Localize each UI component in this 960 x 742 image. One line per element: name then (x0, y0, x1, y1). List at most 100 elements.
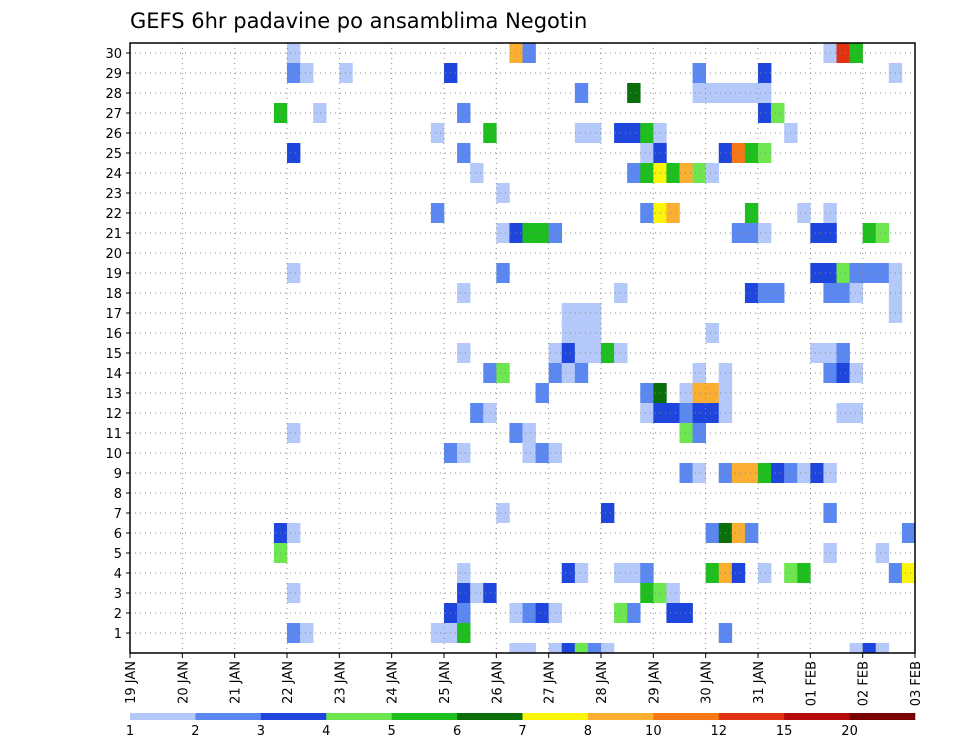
heatmap-cell (535, 603, 549, 623)
heatmap-cell (692, 363, 706, 383)
heatmap-cell (771, 103, 785, 123)
heatmap-cell (758, 103, 772, 123)
heatmap-cell (679, 403, 693, 423)
x-tick-label: 22 JAN (281, 661, 296, 704)
heatmap-cell (758, 143, 772, 163)
heatmap-cell (875, 643, 890, 653)
legend-swatch (260, 713, 327, 720)
heatmap-cell (705, 383, 720, 403)
legend-swatch (587, 713, 654, 720)
y-tick-label: 5 (114, 547, 122, 562)
heatmap-cell (744, 83, 759, 103)
heatmap-cells (273, 43, 916, 653)
heatmap-cell (836, 403, 850, 423)
y-tick-label: 19 (105, 267, 122, 282)
legend-label: 10 (645, 724, 662, 739)
heatmap-cell (535, 223, 549, 243)
heatmap-cell (287, 143, 301, 163)
heatmap-cell (287, 583, 301, 603)
grid-lines (130, 43, 915, 653)
heatmap-cell (758, 463, 772, 483)
heatmap-cell (509, 643, 523, 653)
x-tick-label: 30 JAN (700, 661, 715, 704)
heatmap-cell (287, 63, 301, 83)
y-tick-label: 10 (105, 447, 122, 462)
heatmap-cell (731, 223, 746, 243)
heatmap-cell (535, 383, 549, 403)
heatmap-cell (731, 563, 746, 583)
heatmap-cell (601, 343, 615, 363)
heatmap-cell (679, 383, 693, 403)
heatmap-cell (731, 83, 746, 103)
y-tick-label: 27 (105, 107, 122, 122)
heatmap-cell (287, 43, 301, 63)
y-tick-label: 24 (105, 167, 122, 182)
heatmap-cell (705, 163, 720, 183)
heatmap-cell (679, 163, 693, 183)
x-tick-label: 28 JAN (595, 661, 610, 704)
heatmap-cell (509, 603, 523, 623)
heatmap-cell (574, 83, 589, 103)
heatmap-cell (744, 143, 759, 163)
heatmap-cell (457, 343, 471, 363)
heatmap-cell (758, 563, 772, 583)
heatmap-cell (457, 603, 471, 623)
legend-label: 2 (191, 724, 199, 739)
legend-swatch (718, 713, 785, 720)
heatmap-cell (561, 343, 576, 363)
y-tick-label: 12 (105, 407, 122, 422)
heatmap-cell (836, 263, 850, 283)
heatmap-cell (640, 123, 654, 143)
heatmap-cell (875, 543, 890, 563)
heatmap-cell (679, 603, 693, 623)
heatmap-cell (574, 303, 589, 323)
heatmap-cell (548, 643, 563, 653)
heatmap-cell (287, 623, 301, 643)
heatmap-cell (640, 563, 654, 583)
heatmap-cell (640, 203, 654, 223)
y-tick-label: 9 (114, 467, 122, 482)
heatmap-cell (483, 403, 497, 423)
heatmap-cell (496, 263, 510, 283)
legend-label: 12 (710, 724, 727, 739)
y-tick-label: 1 (114, 627, 122, 642)
heatmap-cell (627, 123, 641, 143)
heatmap-cell (483, 583, 497, 603)
heatmap-cell (679, 463, 693, 483)
heatmap-cell (731, 143, 746, 163)
heatmap-cell (836, 343, 850, 363)
plot-frame (129, 42, 916, 654)
heatmap-cell (640, 383, 654, 403)
legend-label: 1 (126, 724, 134, 739)
heatmap-cell (666, 163, 680, 183)
y-tick-label: 30 (105, 47, 122, 62)
heatmap-cell (287, 423, 301, 443)
heatmap-cell (666, 203, 680, 223)
heatmap-cell (430, 123, 445, 143)
legend-swatch (391, 713, 458, 720)
heatmap-cell (287, 263, 301, 283)
y-tick-label: 3 (114, 587, 122, 602)
heatmap-cell (522, 443, 536, 463)
heatmap-cell (627, 563, 641, 583)
heatmap-cell (849, 643, 863, 653)
heatmap-cell (496, 183, 510, 203)
heatmap-cell (457, 443, 471, 463)
color-legend: 1 2 3 4 5 6 7 8 10 12 15 20 (126, 713, 916, 739)
x-tick-label: 21 JAN (229, 661, 244, 704)
heatmap-cell (849, 403, 863, 423)
y-tick-label: 26 (105, 127, 122, 142)
y-tick-label: 28 (105, 87, 122, 102)
heatmap-cell (587, 643, 602, 653)
heatmap-cell (496, 223, 510, 243)
heatmap-cell (457, 143, 471, 163)
y-tick-label: 7 (114, 507, 122, 522)
heatmap-cell (692, 403, 706, 423)
legend-label: 5 (388, 724, 396, 739)
heatmap-cell (627, 83, 641, 103)
heatmap-cell (470, 583, 484, 603)
heatmap-cell (640, 143, 654, 163)
y-tick-label: 25 (105, 147, 122, 162)
heatmap-cell (692, 83, 706, 103)
heatmap-cell (692, 423, 706, 443)
